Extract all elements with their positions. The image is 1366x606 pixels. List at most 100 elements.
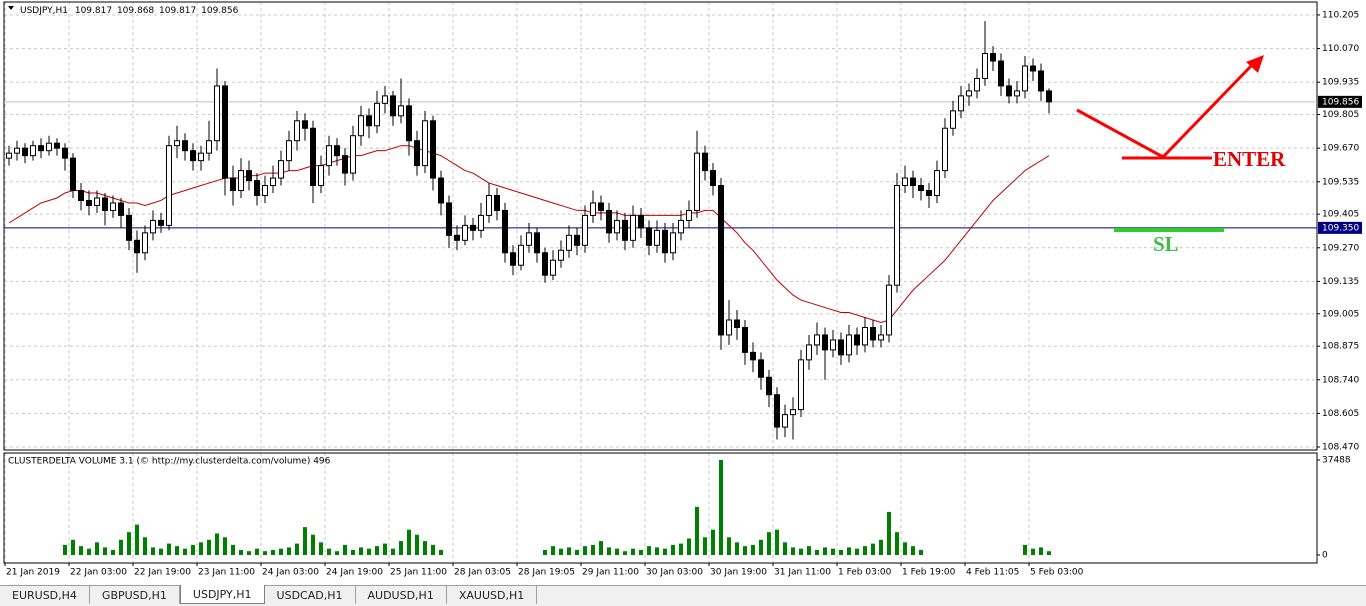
candle-body	[622, 219, 628, 241]
candle-body	[230, 177, 236, 192]
volume-bar	[143, 537, 147, 555]
candle-body	[630, 214, 636, 241]
volume-bar	[831, 548, 835, 555]
current-price-label: 109.856	[1322, 97, 1359, 107]
volume-bar	[727, 537, 731, 555]
x-tick-label: 30 Jan 19:00	[710, 568, 767, 578]
trade-drawing: ENTER SL	[1076, 55, 1286, 256]
candle-body	[686, 209, 692, 221]
candle-body	[358, 115, 364, 137]
x-tick-label: 4 Feb 11:05	[966, 568, 1019, 578]
candle-body	[526, 232, 532, 246]
y-tick-label: 108.470	[1322, 443, 1359, 453]
y-tick-label: 109.670	[1322, 144, 1359, 154]
volume-bar	[415, 534, 419, 555]
volume-bar	[783, 542, 787, 555]
candle-body	[742, 326, 748, 353]
x-tick-label: 22 Jan 03:00	[70, 568, 127, 578]
tab[interactable]: GBPUSD,H1	[90, 586, 180, 604]
candle-body	[566, 234, 572, 251]
volume-bar	[663, 548, 667, 555]
candle-body	[62, 147, 68, 159]
candle-body	[126, 214, 132, 241]
tab[interactable]: EURUSD,H4	[0, 586, 90, 604]
volume-bar	[183, 548, 187, 555]
candle-body	[142, 232, 148, 254]
x-tick-label: 5 Feb 03:00	[1030, 568, 1084, 578]
candle-body	[54, 142, 60, 149]
candle-body	[614, 219, 620, 234]
volume-bar	[887, 511, 891, 555]
candle-body	[902, 177, 908, 187]
candle-body	[190, 150, 196, 162]
tab[interactable]: XAUUSD,H1	[447, 586, 538, 604]
candle-body	[118, 202, 124, 216]
symbol: USDJPY,H1	[20, 6, 68, 16]
volume-bar	[255, 548, 259, 555]
volume-bar	[1047, 551, 1051, 555]
volume-bar	[839, 549, 843, 555]
candle-body	[110, 202, 116, 211]
candle-body	[206, 140, 212, 154]
candle-body	[678, 219, 684, 234]
candle-body	[262, 185, 268, 196]
x-tick-label: 24 Jan 03:00	[262, 568, 319, 578]
volume-bar	[319, 542, 323, 555]
candle-body	[550, 259, 556, 276]
candle-body	[598, 202, 604, 211]
candle-body	[1038, 70, 1044, 92]
volume-bar	[679, 543, 683, 555]
candle-body	[926, 190, 932, 196]
enter-label: ENTER	[1213, 147, 1286, 171]
volume-bar	[191, 544, 195, 555]
candle-body	[982, 53, 988, 79]
candle-body	[430, 120, 436, 179]
volume-bar	[71, 539, 75, 555]
tab-active[interactable]: USDJPY,H1	[179, 585, 265, 604]
candle-body	[654, 229, 660, 246]
candle-body	[246, 170, 252, 182]
candle-body	[174, 140, 180, 147]
candle-body	[86, 199, 92, 206]
candle-body	[326, 145, 332, 167]
volume-bar	[655, 547, 659, 555]
moving-average	[8, 145, 1050, 324]
candle-body	[750, 351, 756, 361]
candle-body	[78, 190, 84, 201]
candle-body	[854, 334, 860, 346]
candle-body	[822, 334, 828, 351]
candle-body	[638, 214, 644, 229]
volume-bar	[287, 547, 291, 555]
candle-body	[310, 127, 316, 187]
candle-body	[646, 227, 652, 246]
volume-bar	[567, 547, 571, 555]
tab[interactable]: AUDUSD,H1	[356, 586, 447, 604]
main-pane	[3, 1, 1318, 451]
candle-body	[470, 224, 476, 231]
volume-bar	[367, 548, 371, 555]
volume-bar	[239, 549, 243, 555]
volume-bar	[135, 524, 139, 555]
candle-body	[150, 219, 156, 234]
volume-bar	[895, 532, 899, 555]
candle-body	[878, 334, 884, 341]
volume-bar	[175, 546, 179, 555]
candle-body	[182, 140, 188, 152]
volume-tick-label: 0	[1322, 550, 1328, 560]
y-tick-label: 109.270	[1322, 243, 1359, 253]
candle-body	[702, 152, 708, 172]
candle-body	[862, 326, 868, 346]
header-value: 109.817	[159, 6, 196, 16]
candle-body	[790, 409, 796, 416]
volume-bar	[167, 543, 171, 555]
volume-bar	[423, 541, 427, 555]
y-tick-label: 108.875	[1322, 342, 1359, 352]
volume-bar	[799, 548, 803, 555]
arrow-head	[1246, 55, 1264, 73]
candle-body	[766, 376, 772, 396]
x-tick-label: 28 Jan 19:05	[518, 568, 575, 578]
tab[interactable]: USDCAD,H1	[265, 586, 356, 604]
candle-body	[294, 120, 300, 142]
volume-bar	[95, 542, 99, 555]
volume-pane	[3, 452, 1318, 564]
